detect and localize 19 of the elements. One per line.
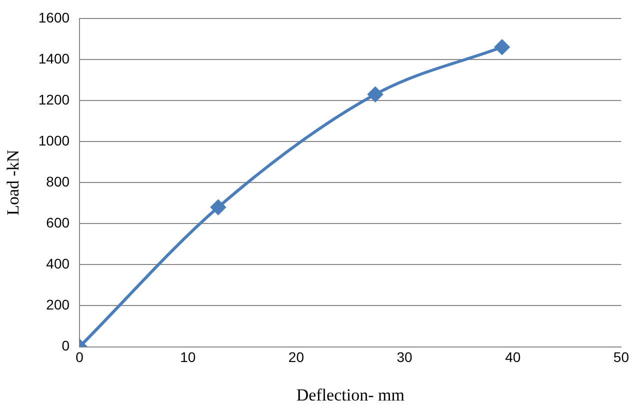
y-tick-label: 200 — [46, 296, 70, 313]
x-tick-label: 40 — [505, 349, 521, 366]
y-tick-label: 1400 — [38, 50, 70, 66]
point — [494, 40, 510, 55]
y-tick-label: 400 — [46, 256, 70, 272]
x-tick-label: 50 — [613, 349, 630, 366]
x-tick-label: 30 — [396, 349, 413, 366]
x-tick-label: 20 — [288, 349, 304, 366]
point — [368, 86, 383, 102]
x-axis-title: Deflection- mm — [296, 385, 404, 404]
y-tick-label: 1600 — [38, 9, 70, 26]
y-tick-label: 1200 — [38, 91, 70, 108]
x-tick-label: 10 — [180, 349, 196, 366]
y-tick-label: 800 — [46, 173, 70, 190]
y-tick-label: 1000 — [38, 132, 70, 148]
y-axis-title: Load -kN — [4, 150, 23, 216]
y-tick-label: 600 — [46, 214, 70, 231]
y-tick-label: 0 — [62, 338, 70, 354]
x-tick-label: 0 — [76, 349, 84, 366]
